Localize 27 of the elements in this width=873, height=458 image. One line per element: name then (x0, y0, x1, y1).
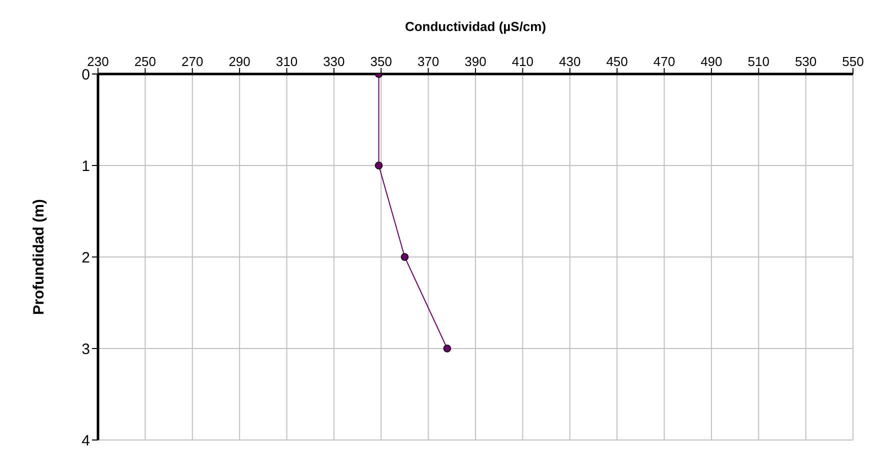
x-tick-label: 270 (182, 54, 204, 69)
x-tick-label: 450 (606, 54, 628, 69)
y-axis-title: Profundidad (m) (30, 199, 48, 315)
y-tick-label: 4 (82, 432, 90, 450)
y-tick-label: 1 (82, 158, 90, 175)
x-tick-label: 510 (748, 54, 770, 69)
x-tick-label: 390 (464, 54, 486, 69)
point (374, 162, 383, 170)
x-tick-label: 350 (370, 54, 392, 69)
x-tick-label: 250 (134, 54, 156, 69)
y-tick-label: 0 (82, 66, 90, 84)
x-tick-label: 490 (700, 54, 722, 69)
y-tick-label: 2 (82, 249, 90, 266)
point (400, 253, 409, 261)
x-tick-label: 410 (512, 54, 534, 69)
x-tick-label: 550 (842, 54, 864, 69)
x-tick-label: 470 (653, 54, 676, 69)
x-tick-label: 430 (559, 54, 581, 69)
y-tick-label: 3 (82, 340, 90, 358)
x-tick-label: 330 (323, 54, 345, 69)
x-tick-label: 530 (794, 54, 817, 69)
x-tick-label: 370 (417, 54, 440, 69)
x-axis-title: Conductividad (µS/cm) (404, 19, 546, 34)
point (443, 344, 452, 352)
x-tick-label: 230 (87, 54, 109, 69)
x-tick-label: 290 (228, 54, 250, 69)
x-tick-label: 310 (276, 54, 298, 69)
